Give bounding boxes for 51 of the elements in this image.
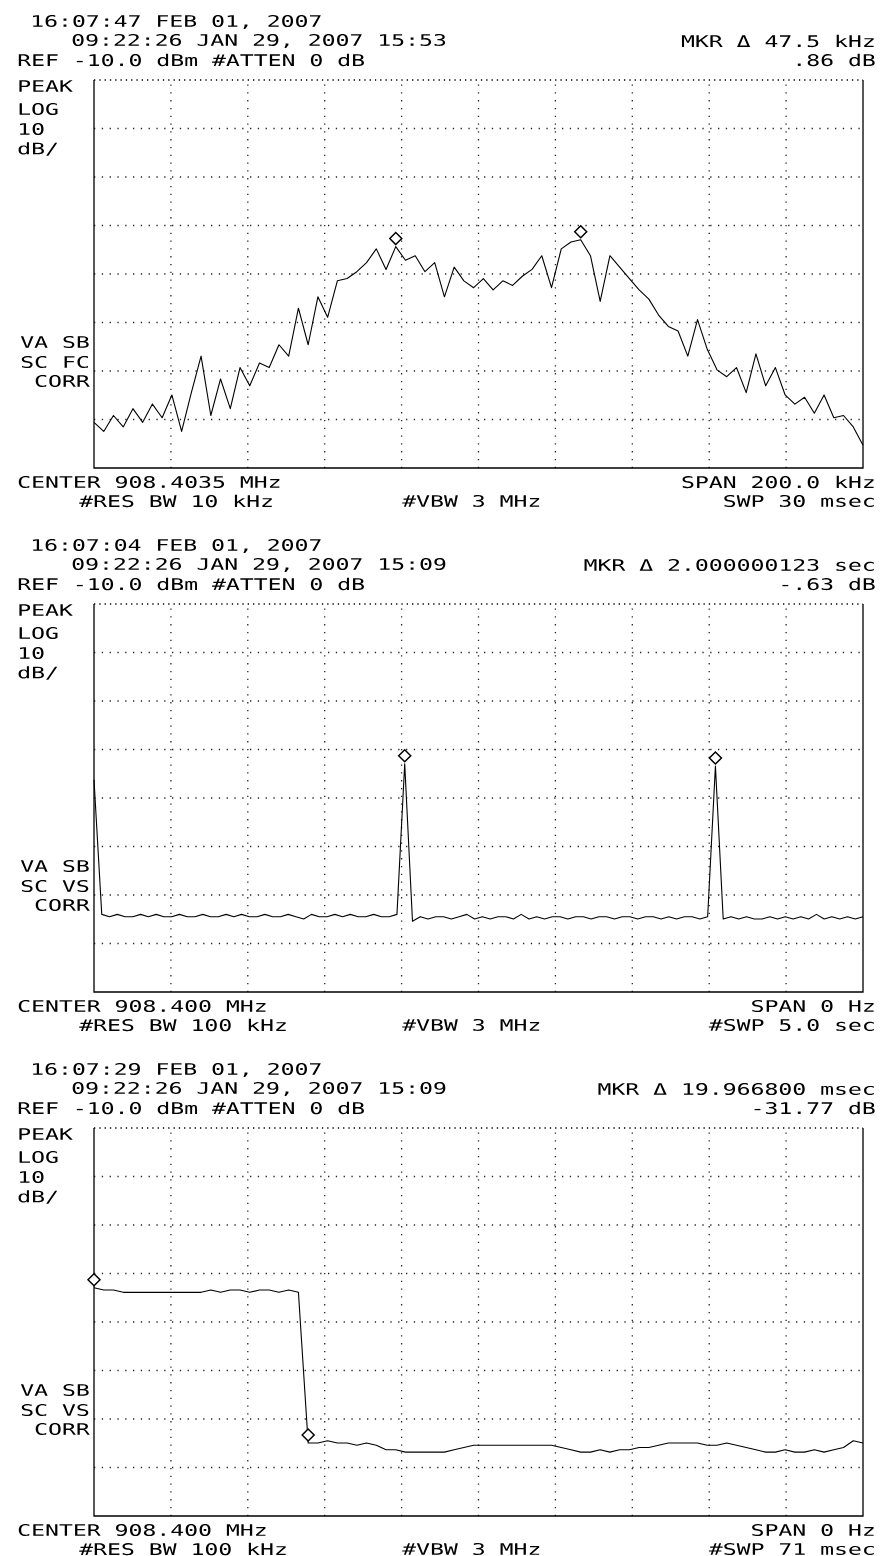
text: #VBW 3 MHz xyxy=(402,1542,540,1556)
text: SC FC xyxy=(21,355,88,369)
text: dB/ xyxy=(18,1190,58,1204)
text: MKR Δ 47.5 kHz xyxy=(681,34,874,48)
text: MKR Δ 19.966800 msec xyxy=(598,1082,874,1096)
text: .86 dB xyxy=(797,53,875,67)
text: REF -10.0 dBm #ATTEN 0 dB xyxy=(18,1101,364,1115)
chart-title: 16:07:29 FEB 01, 2007 xyxy=(32,1062,321,1078)
chart-title: 16:07:04 FEB 01, 2007 xyxy=(32,538,321,554)
text: SWP 30 msec xyxy=(724,494,874,508)
text: LOG xyxy=(19,102,58,115)
text: REF -10.0 dBm #ATTEN 0 dB xyxy=(18,577,364,591)
text: 10 xyxy=(19,1170,44,1184)
text: CORR xyxy=(35,898,90,912)
text: PEAK xyxy=(19,80,73,92)
text: VA SB xyxy=(20,1383,89,1397)
text: dB/ xyxy=(18,666,58,680)
text: SPAN 200.0 kHz xyxy=(682,475,874,489)
text: CORR xyxy=(35,374,90,388)
text: dB/ xyxy=(18,142,58,156)
text: PEAK xyxy=(19,604,73,616)
text: MKR Δ 2.000000123 sec xyxy=(584,558,874,572)
text: CENTER 908.400 MHz xyxy=(18,1523,266,1537)
text: SPAN 0 Hz xyxy=(752,1523,874,1537)
text: LOG xyxy=(19,1150,58,1164)
text: #SWP 5.0 sec xyxy=(708,1018,874,1032)
text: VA SB xyxy=(20,335,89,349)
text: 10 xyxy=(19,646,44,660)
text: SC VS xyxy=(21,1403,89,1417)
text: SPAN 0 Hz xyxy=(752,999,874,1013)
text: -31.77 dB xyxy=(754,1101,875,1115)
chart-title: 16:07:47 FEB 01, 2007 xyxy=(32,14,321,30)
text: CENTER 908.400 MHz xyxy=(18,999,266,1013)
text: SC VS xyxy=(21,879,89,893)
text: CORR xyxy=(35,1422,90,1436)
text: #RES BW 100 kHz xyxy=(79,1542,286,1556)
text: -.63 dB xyxy=(782,577,875,591)
text: 10 xyxy=(19,122,44,135)
text: PEAK xyxy=(19,1128,73,1140)
text: LOG xyxy=(19,626,58,640)
text: VA SB xyxy=(20,859,89,873)
text: REF -10.0 dBm #ATTEN 0 dB xyxy=(18,53,364,67)
text: #SWP 71 msec xyxy=(708,1542,874,1556)
chart-subtitle: 09:22:26 JAN 29, 2007 15:53 xyxy=(72,33,446,49)
text: CENTER 908.4035 MHz xyxy=(18,475,280,489)
text: #RES BW 100 kHz xyxy=(79,1018,286,1032)
chart-subtitle: 09:22:26 JAN 29, 2007 15:09 xyxy=(72,557,446,573)
text: #VBW 3 MHz xyxy=(402,1018,540,1032)
chart-subtitle: 09:22:26 JAN 29, 2007 15:09 xyxy=(72,1081,446,1097)
text: #RES BW 10 kHz xyxy=(79,494,272,508)
text: #VBW 3 MHz xyxy=(402,494,540,508)
